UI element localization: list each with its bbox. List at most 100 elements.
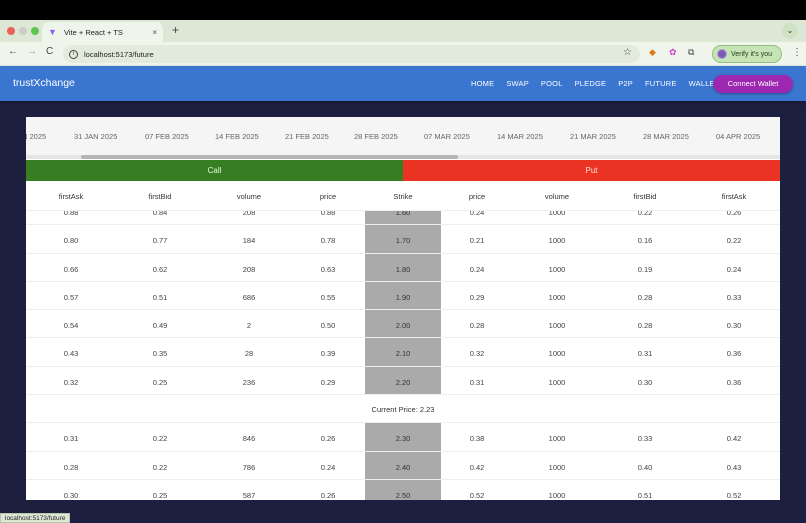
put-volume: 1000: [548, 490, 566, 500]
close-tab-icon[interactable]: ×: [152, 27, 157, 37]
date-tab[interactable]: 28 FEB 2025: [354, 132, 398, 141]
put-firstbid[interactable]: 0.40: [637, 462, 653, 472]
put-firstask[interactable]: 0.30: [726, 321, 742, 331]
table-row[interactable]: 2.10 0.43 0.35 28 0.39 0.32 1000 0.31 0.…: [26, 338, 780, 367]
call-firstbid[interactable]: 0.22: [152, 462, 168, 472]
put-price: 0.31: [469, 377, 485, 387]
minimize-window-button[interactable]: [19, 27, 27, 35]
brand-logo[interactable]: trustXchange: [13, 77, 75, 89]
call-firstbid[interactable]: 0.35: [152, 349, 168, 359]
table-row[interactable]: 1.80 0.66 0.62 208 0.63 0.24 1000 0.19 0…: [26, 253, 780, 282]
table-row[interactable]: 1.90 0.57 0.51 686 0.55 0.29 1000 0.28 0…: [26, 281, 780, 311]
tab-search-chevron-icon[interactable]: ⌄: [782, 23, 798, 39]
call-firstbid[interactable]: 0.51: [152, 292, 168, 302]
table-row[interactable]: 2.50 0.30 0.25 587 0.26 0.52 1000 0.51 0…: [26, 479, 780, 500]
extensions-puzzle-icon[interactable]: ⧉: [688, 47, 695, 57]
call-firstask[interactable]: 0.54: [63, 321, 79, 331]
date-tab[interactable]: 14 FEB 2025: [215, 132, 259, 141]
date-tab[interactable]: 07 FEB 2025: [145, 132, 189, 141]
call-firstask[interactable]: 0.43: [63, 349, 79, 359]
put-firstbid[interactable]: 0.31: [637, 349, 653, 359]
back-icon[interactable]: ←: [8, 46, 18, 57]
put-firstbid[interactable]: 0.22: [637, 208, 653, 217]
call-firstbid[interactable]: 0.77: [152, 236, 168, 246]
date-tab[interactable]: 31 JAN 2025: [74, 132, 118, 141]
put-firstask[interactable]: 0.33: [726, 292, 742, 302]
call-firstask[interactable]: 0.80: [63, 236, 79, 246]
put-firstask[interactable]: 0.43: [726, 462, 742, 472]
call-firstbid[interactable]: 0.49: [152, 321, 168, 331]
put-price: 0.42: [469, 462, 485, 472]
browser-tab[interactable]: ▼ Vite + React + TS ×: [42, 22, 163, 42]
nav-pledge[interactable]: PLEDGE: [574, 79, 607, 88]
date-scrollbar-thumb[interactable]: [81, 155, 458, 159]
strike-value: 2.50: [395, 490, 411, 500]
reload-icon[interactable]: C: [46, 46, 54, 57]
call-firstask[interactable]: 0.88: [63, 208, 79, 217]
strike-value: 2.30: [395, 434, 411, 444]
put-firstask[interactable]: 0.52: [726, 490, 742, 500]
call-firstbid[interactable]: 0.25: [152, 490, 168, 500]
date-tab[interactable]: 21 FEB 2025: [285, 132, 329, 141]
nav-wallet[interactable]: WALLET: [688, 79, 720, 88]
call-firstbid[interactable]: 0.84: [152, 208, 168, 217]
nav-future[interactable]: FUTURE: [645, 79, 677, 88]
put-firstbid[interactable]: 0.51: [637, 490, 653, 500]
connect-wallet-button[interactable]: Connect Wallet: [713, 75, 793, 93]
address-bar[interactable]: i localhost:5173/future ☆: [63, 45, 640, 63]
metamask-extension-icon[interactable]: ◆: [649, 47, 656, 57]
call-firstbid[interactable]: 0.62: [152, 264, 168, 274]
table-row[interactable]: 1.70 0.80 0.77 184 0.78 0.21 1000 0.16 0…: [26, 225, 780, 254]
date-tab[interactable]: 04 APR 2025: [716, 132, 761, 141]
put-firstask[interactable]: 0.26: [726, 208, 742, 217]
maximize-window-button[interactable]: [31, 27, 39, 35]
put-volume: 1000: [548, 236, 566, 246]
table-row[interactable]: 2.30 0.31 0.22 846 0.26 0.38 1000 0.33 0…: [26, 423, 780, 452]
table-row[interactable]: 2.20 0.32 0.25 236 0.29 0.31 1000 0.30 0…: [26, 366, 780, 396]
color-extension-icon[interactable]: ✿: [669, 47, 677, 57]
put-firstask[interactable]: 0.36: [726, 349, 742, 359]
table-row[interactable]: 2.00 0.54 0.49 2 0.50 0.28 1000 0.28 0.3…: [26, 310, 780, 339]
put-firstbid[interactable]: 0.28: [637, 321, 653, 331]
put-firstask[interactable]: 0.42: [726, 434, 742, 444]
put-firstbid[interactable]: 0.30: [637, 377, 653, 387]
site-info-icon[interactable]: i: [69, 49, 78, 59]
call-firstbid[interactable]: 0.25: [152, 377, 168, 387]
call-volume: 208: [242, 208, 256, 217]
forward-icon[interactable]: →: [27, 46, 37, 57]
nav-home[interactable]: HOME: [471, 79, 495, 88]
table-row[interactable]: 2.40 0.28 0.22 786 0.24 0.42 1000 0.40 0…: [26, 451, 780, 480]
verify-profile-button[interactable]: Verify it's you: [712, 45, 782, 63]
nav-swap[interactable]: SWAP: [506, 79, 529, 88]
call-firstask[interactable]: 0.28: [63, 462, 79, 472]
url-text[interactable]: localhost:5173/future: [84, 49, 154, 59]
close-window-button[interactable]: [7, 27, 15, 35]
date-tab[interactable]: 14 MAR 2025: [497, 132, 543, 141]
nav-p2p[interactable]: P2P: [618, 79, 633, 88]
profile-avatar-icon: [717, 49, 727, 59]
call-firstbid[interactable]: 0.22: [152, 434, 168, 444]
put-firstask[interactable]: 0.36: [726, 377, 742, 387]
new-tab-button[interactable]: +: [172, 23, 180, 37]
put-firstbid[interactable]: 0.33: [637, 434, 653, 444]
put-firstbid[interactable]: 0.16: [637, 236, 653, 246]
call-volume: 2: [246, 321, 252, 331]
date-tab[interactable]: 28 MAR 2025: [643, 132, 689, 141]
date-tab[interactable]: 07 MAR 2025: [424, 132, 470, 141]
current-price-label: Current Price: 2.23: [371, 405, 435, 415]
date-tab[interactable]: 21 MAR 2025: [570, 132, 616, 141]
col-call-firstbid: firstBid: [148, 192, 172, 201]
call-firstask[interactable]: 0.66: [63, 264, 79, 274]
call-firstask[interactable]: 0.31: [63, 434, 79, 444]
bookmark-star-icon[interactable]: ☆: [623, 47, 632, 58]
browser-menu-icon[interactable]: ⋮: [792, 47, 802, 58]
call-firstask[interactable]: 0.30: [63, 490, 79, 500]
put-firstbid[interactable]: 0.19: [637, 264, 653, 274]
nav-pool[interactable]: POOL: [540, 79, 563, 88]
call-firstask[interactable]: 0.57: [63, 292, 79, 302]
call-firstask[interactable]: 0.32: [63, 377, 79, 387]
date-tab[interactable]: N 2025: [26, 132, 47, 141]
put-firstask[interactable]: 0.22: [726, 236, 742, 246]
put-firstbid[interactable]: 0.28: [637, 292, 653, 302]
put-firstask[interactable]: 0.24: [726, 264, 742, 274]
